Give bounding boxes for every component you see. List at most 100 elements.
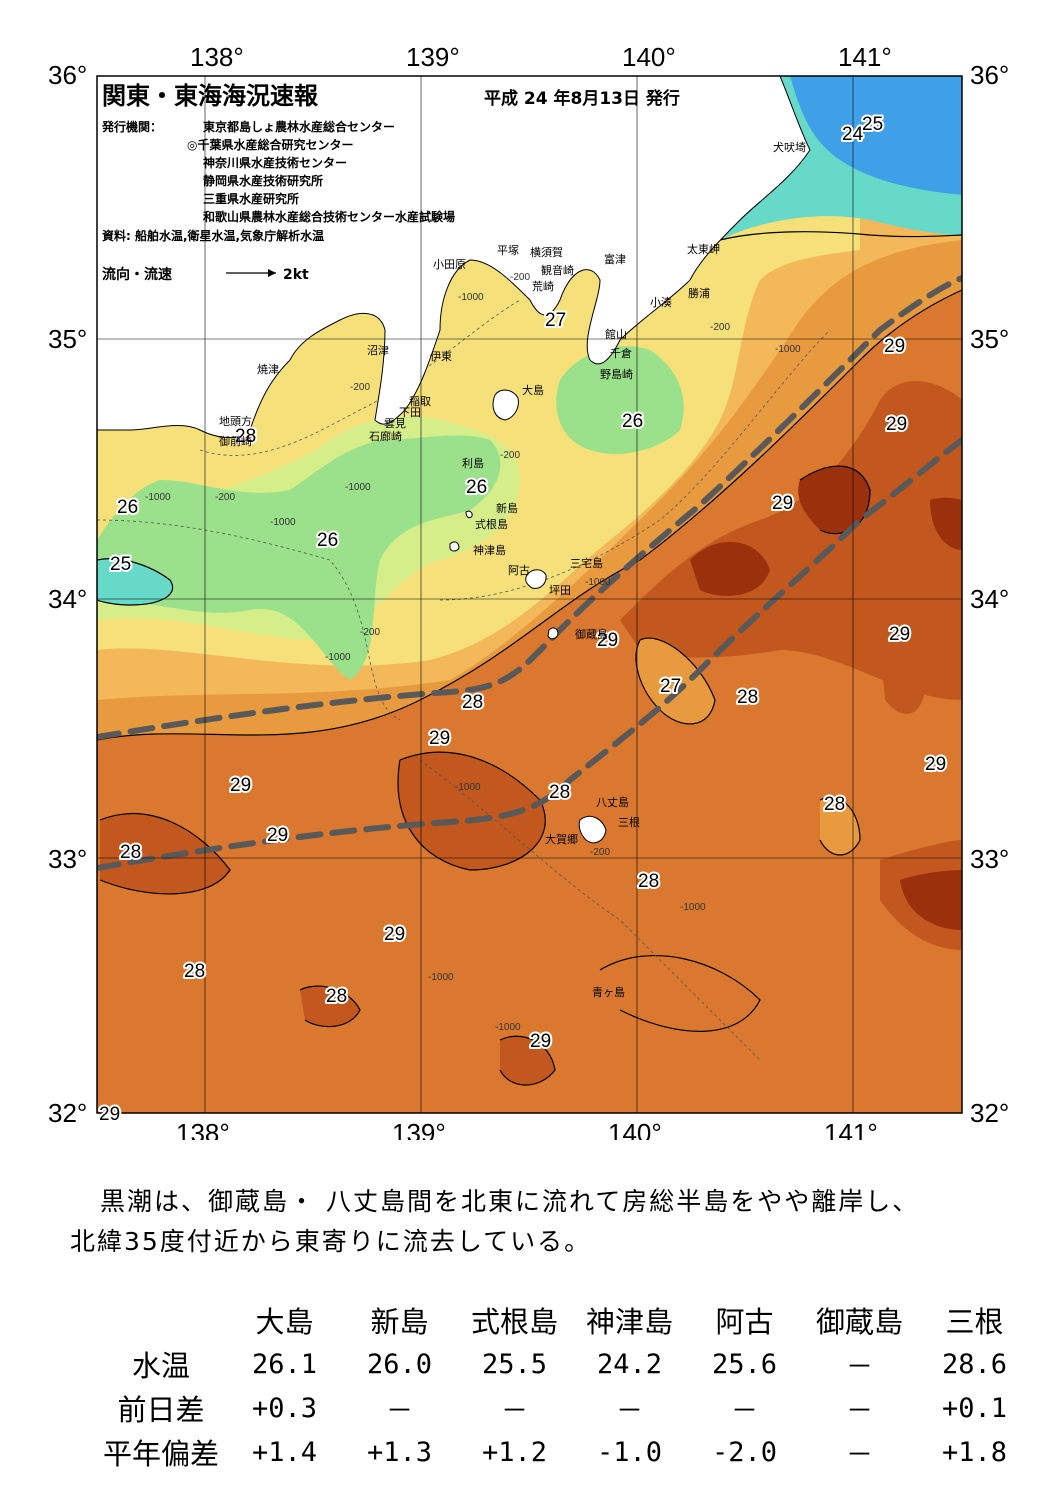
lat-ticks-left: 36° 35° 34° 33° 32°: [48, 60, 87, 1128]
place-name: 勝浦: [688, 286, 710, 300]
isotherm-label: 28: [638, 871, 659, 892]
place-name: 雲見: [384, 417, 406, 430]
row-header: 水温: [131, 1349, 190, 1383]
place-name: 御蔵島: [575, 627, 608, 641]
table-cell: 25.6: [711, 1348, 778, 1380]
place-name: 新島: [496, 501, 518, 515]
isotherm-label: 25: [862, 114, 883, 135]
isotherm-label: 26: [117, 497, 138, 518]
place-name: 焼津: [257, 363, 279, 376]
place-name: 神津島: [473, 543, 506, 557]
publisher: 静岡県水産技術研究所: [203, 173, 323, 188]
data-source: 資料: 船舶水温,衛星水温,気象庁解析水温: [102, 228, 324, 243]
isotherm-label: 29: [384, 924, 405, 945]
table-cell: +1.2: [481, 1436, 548, 1468]
flow-legend-label: 流向・流速: [102, 266, 172, 283]
isotherm-label: 29: [230, 775, 251, 796]
place-name: 利島: [462, 456, 484, 470]
publisher: 東京都島しょ農林水産総合センター: [203, 119, 395, 134]
summary-line: 黒潮は、御蔵島・ 八丈島間を北東に流れて房総半島をやや離岸し、: [100, 1187, 920, 1216]
flow-legend: 流向・流速 2kt: [102, 266, 309, 283]
isotherm-label: 29: [886, 414, 907, 435]
isotherm-label: 29: [267, 825, 288, 846]
summary-line: 北緯35度付近から東寄りに流去している。: [70, 1227, 592, 1256]
isotherm-label: 27: [545, 310, 566, 331]
table-cell: -2.0: [711, 1436, 778, 1468]
depth-label: -1000: [585, 577, 611, 588]
column-header: 新島: [370, 1305, 429, 1339]
depth-label: -200: [350, 382, 370, 393]
depth-label: -200: [590, 847, 610, 858]
lat-tick: 33°: [48, 844, 87, 874]
isotherm-label: 29: [884, 336, 905, 357]
place-name: 大賀郷: [545, 832, 578, 846]
depth-label: -1000: [458, 292, 484, 303]
table-header-row: 大島 新島 式根島 神津島 阿古 御蔵島 三根: [95, 1298, 1032, 1342]
table-cell: 26.1: [251, 1348, 318, 1380]
column-header: 神津島: [585, 1305, 673, 1339]
table-cell: －: [616, 1395, 643, 1427]
table-cell: +0.3: [251, 1392, 318, 1424]
place-name: 三宅島: [570, 556, 603, 570]
place-name: 石廊崎: [369, 429, 402, 443]
depth-label: -200: [360, 627, 380, 638]
map-frame: [96, 75, 963, 1114]
place-name: 大島: [522, 383, 544, 397]
publisher-list: 発行機関： 東京都島しょ農林水産総合センター ◎千葉県水産総合研究センター 神奈…: [101, 119, 455, 243]
isotherm-label: 26: [466, 477, 487, 498]
table-cell: 26.0: [366, 1348, 433, 1380]
place-name: 富津: [604, 252, 626, 266]
isotherm-label: 26: [622, 411, 643, 432]
column-header: 御蔵島: [815, 1305, 903, 1339]
publisher-label: 発行機関：: [101, 119, 162, 134]
place-name: 八丈島: [596, 795, 629, 809]
lon-tick: 139°: [406, 42, 460, 72]
table-cell: +1.8: [941, 1436, 1008, 1468]
table-cell: -1.0: [596, 1436, 663, 1468]
table-row: 平年偏差 +1.4 +1.3 +1.2 -1.0 -2.0 － +1.8: [95, 1430, 1032, 1474]
table-cell: 25.5: [481, 1348, 548, 1380]
lat-tick: 33°: [970, 844, 1009, 874]
island-temperature-table: 大島 新島 式根島 神津島 阿古 御蔵島 三根 水温 26.1 26.0 25.…: [95, 1298, 1032, 1474]
isotherm-label: 29: [889, 624, 910, 645]
place-name: 御前崎: [219, 434, 252, 448]
lon-tick: 138°: [176, 1118, 230, 1140]
isotherm-label: 28: [462, 692, 483, 713]
sea-temperature-map: 138° 139° 140° 141° 138° 139° 140° 141° …: [48, 42, 1009, 1140]
lat-tick: 35°: [970, 324, 1009, 354]
isotherm-label: 29: [99, 1104, 120, 1125]
publisher: 神奈川県水産技術センター: [203, 155, 347, 170]
place-name: 野島崎: [600, 367, 633, 381]
lat-tick: 32°: [48, 1098, 87, 1128]
depth-label: -1000: [455, 782, 481, 793]
publisher: 和歌山県農林水産総合技術センター水産試験場: [202, 209, 455, 224]
summary-text: 黒潮は、御蔵島・ 八丈島間を北東に流れて房総半島をやや離岸し、 北緯35度付近か…: [70, 1182, 1030, 1262]
isotherm-label: 29: [772, 493, 793, 514]
lon-tick: 138°: [190, 42, 244, 72]
isotherm-label: 28: [737, 687, 758, 708]
isotherm-label: 29: [925, 754, 946, 775]
depth-label: -1000: [428, 972, 454, 983]
place-name: 館山: [605, 327, 627, 341]
table-cell: 24.2: [596, 1348, 663, 1380]
lat-tick: 34°: [48, 584, 87, 614]
isotherm-lines: [97, 231, 962, 1086]
table-corner: [95, 1298, 227, 1342]
lat-tick: 36°: [970, 60, 1009, 90]
depth-label: -1000: [145, 492, 171, 503]
table-row: 前日差 +0.3 － － － － － +0.1: [95, 1386, 1032, 1430]
depth-label: -200: [500, 450, 520, 461]
place-name: 坪田: [549, 584, 571, 597]
place-name: 太東岬: [687, 243, 720, 256]
place-name: 稲取: [409, 395, 431, 408]
table-cell: －: [846, 1395, 873, 1427]
isotherm-label: 27: [660, 676, 681, 697]
depth-label: -1000: [775, 344, 801, 355]
depth-label: -200: [510, 272, 530, 283]
place-name: 沼津: [367, 343, 389, 357]
place-name: 三根: [618, 815, 640, 829]
table-cell: +0.1: [941, 1392, 1008, 1424]
place-names: 犬吠埼 太東岬 勝浦 小湊 富津 横須賀 観音崎 荒崎 平塚 小田原 館山 千倉…: [219, 140, 806, 999]
place-name: 下田: [399, 406, 421, 419]
depth-label: -1000: [325, 652, 351, 663]
